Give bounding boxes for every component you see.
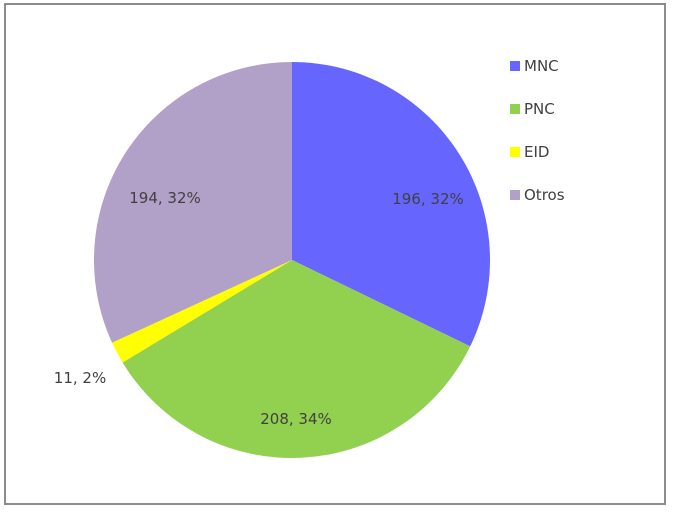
legend-swatch-otros bbox=[510, 190, 520, 200]
legend-label-eid: EID bbox=[524, 143, 549, 161]
legend: MNC PNC EID Otros bbox=[510, 57, 565, 204]
pie-slice-otros bbox=[94, 62, 292, 343]
pie-slice-eid bbox=[112, 260, 292, 363]
pie-slice-pnc bbox=[122, 260, 471, 459]
legend-swatch-pnc bbox=[510, 104, 520, 114]
data-label-eid: 11, 2% bbox=[54, 369, 106, 387]
data-label-mnc: 196, 32% bbox=[392, 190, 464, 208]
pie-slice-mnc bbox=[292, 62, 490, 347]
legend-label-pnc: PNC bbox=[524, 100, 555, 118]
data-labels: 196, 32% 208, 34% 11, 2% 194, 32% bbox=[54, 189, 464, 428]
legend-label-otros: Otros bbox=[524, 186, 565, 204]
data-label-pnc: 208, 34% bbox=[260, 410, 332, 428]
legend-label-mnc: MNC bbox=[524, 57, 559, 75]
pie-slices bbox=[94, 62, 490, 459]
legend-swatch-mnc bbox=[510, 61, 520, 71]
legend-swatch-eid bbox=[510, 147, 520, 157]
data-label-otros: 194, 32% bbox=[129, 189, 201, 207]
